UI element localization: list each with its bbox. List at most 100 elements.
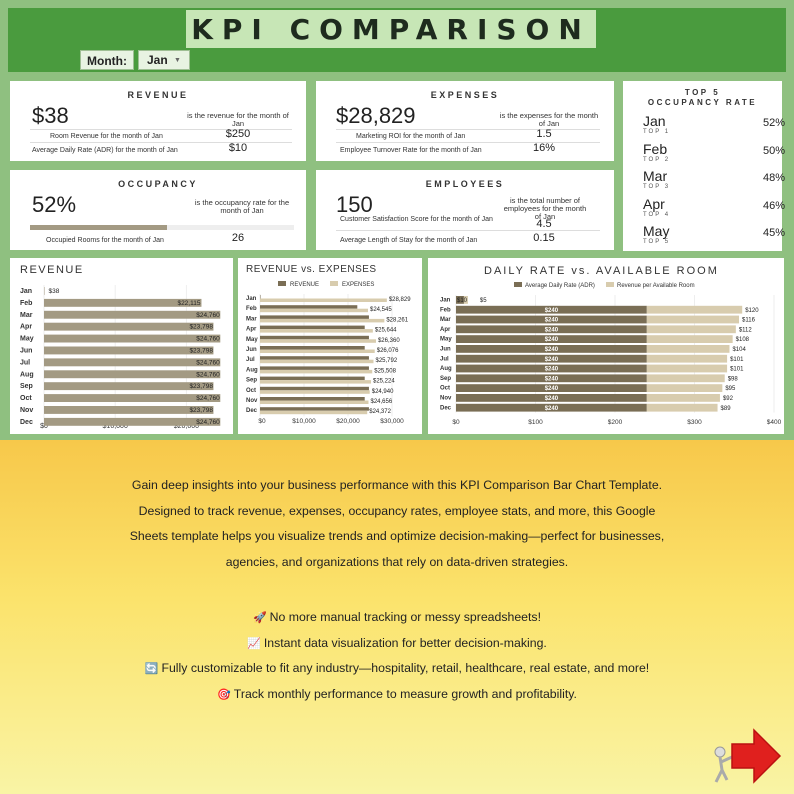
card-title: REVENUE	[127, 90, 189, 100]
top5-value: 48%	[762, 172, 785, 184]
data-label: $25,644	[375, 328, 397, 334]
data-label: $24,372	[369, 409, 391, 415]
category-label: Feb	[20, 300, 32, 307]
data-label: $112	[739, 327, 753, 333]
room-revenue-value: $250	[225, 128, 251, 140]
category-label: Apr	[20, 324, 32, 331]
top5-row: Mar TOP 3 48%	[643, 168, 793, 195]
top5-month: Jan	[643, 113, 666, 129]
category-label: May	[440, 337, 452, 343]
category-label: May	[20, 336, 34, 343]
bar-revpar	[646, 315, 740, 324]
bar-adr	[456, 335, 647, 343]
data-label: $24,760	[196, 371, 220, 378]
chart-increasing-icon: 📈	[247, 637, 261, 650]
bar-revenue	[260, 315, 369, 319]
category-label: Dec	[246, 408, 258, 414]
data-label: $240	[545, 308, 559, 314]
data-label: $104	[732, 347, 746, 353]
employees-desc: is the total number of employees for the…	[503, 196, 587, 221]
top5-value: 52%	[762, 117, 785, 129]
top5-month: May	[643, 223, 670, 239]
promo-section	[0, 440, 794, 794]
tick-label: $100	[528, 419, 543, 426]
tick-label: $300	[687, 419, 702, 426]
category-label: Feb	[440, 307, 451, 313]
tick-label: $10,000	[292, 418, 316, 425]
divider	[336, 129, 600, 130]
top5-month: Mar	[643, 168, 668, 184]
data-label: $24,545	[370, 307, 392, 313]
bar	[44, 370, 221, 379]
data-label: $24,760	[196, 419, 220, 426]
bar-revenue	[260, 295, 261, 299]
data-label: $101	[730, 357, 744, 363]
data-label: $24,760	[196, 336, 220, 343]
turnover-value: 16%	[532, 142, 556, 154]
data-label: $25,508	[374, 368, 396, 374]
category-label: Oct	[246, 388, 256, 394]
top5-value: 45%	[762, 227, 785, 239]
bar-expenses	[260, 308, 368, 313]
occupied-rooms-value: 26	[231, 232, 245, 244]
category-label: Mar	[440, 317, 451, 323]
marketing-roi-label: Marketing ROI for the month of Jan	[356, 133, 466, 140]
daily-rate-chart-card: DAILY RATE vs. AVAILABLE ROOM Average Da…	[428, 258, 784, 434]
bar-adr	[456, 364, 647, 373]
top5-value: 46%	[762, 199, 785, 212]
bar-revpar	[646, 354, 728, 363]
data-label: $240	[545, 337, 559, 343]
category-label: Jan	[440, 298, 451, 304]
promo-bullet: 🔄 Fully customizable to fit any industry—…	[40, 661, 754, 675]
bar-revenue	[260, 376, 365, 381]
top5-rank: TOP 5	[643, 239, 671, 245]
bar-revenue	[260, 305, 358, 309]
rocket-icon: 🚀	[252, 612, 267, 624]
legend-swatch	[330, 281, 338, 286]
category-label: Jun	[246, 347, 257, 353]
employees-value: 150	[336, 192, 373, 217]
expenses-card: EXPENSES $28,829 is the expenses for the…	[316, 81, 614, 161]
tick-label: $0	[452, 419, 460, 426]
bar-expenses	[260, 369, 373, 374]
divider	[30, 142, 292, 143]
month-dropdown[interactable]: Jan ▼	[137, 50, 190, 70]
category-label: Aug	[440, 366, 452, 372]
category-label: Mar	[246, 316, 257, 322]
data-label: $95	[725, 386, 736, 392]
category-label: Jan	[20, 288, 32, 295]
category-label: Dec	[20, 419, 33, 426]
data-label: $108	[736, 337, 750, 343]
bar	[44, 322, 214, 331]
data-label: $240	[545, 396, 559, 402]
promo-line: Designed to track revenue, expenses, occ…	[138, 503, 656, 518]
bar	[44, 287, 45, 295]
data-label: $24,656	[370, 399, 392, 405]
bar	[44, 406, 214, 414]
bar-adr	[456, 374, 647, 383]
chart-title: DAILY RATE vs. AVAILABLE ROOM	[484, 265, 719, 277]
revenue-desc: is the revenue for the month of Jan	[187, 111, 289, 128]
bar-adr	[456, 354, 647, 363]
category-label: Jul	[246, 357, 255, 363]
bar-revpar	[463, 296, 468, 304]
csat-label: Customer Satisfaction Score for the mont…	[340, 216, 493, 223]
top5-row: Apr TOP 4 46%	[643, 196, 793, 223]
data-label: $240	[545, 347, 559, 353]
turnover-label: Employee Turnover Rate for the month of …	[340, 147, 482, 154]
chevron-down-icon: ▼	[174, 56, 181, 64]
bar-adr	[456, 384, 647, 392]
data-label: $240	[545, 318, 559, 324]
data-label: $240	[545, 376, 559, 382]
data-label: $24,940	[372, 389, 394, 395]
category-label: Jan	[246, 296, 257, 302]
bar	[44, 298, 202, 307]
data-label: $28,829	[389, 297, 411, 303]
bar	[44, 334, 221, 343]
divider	[336, 142, 600, 143]
expenses-desc: is the expenses for the month of Jan	[499, 111, 599, 128]
category-label: Jun	[20, 348, 32, 355]
bar	[44, 346, 214, 355]
top5-month: Feb	[643, 140, 668, 157]
month-label: Month:	[80, 50, 134, 70]
